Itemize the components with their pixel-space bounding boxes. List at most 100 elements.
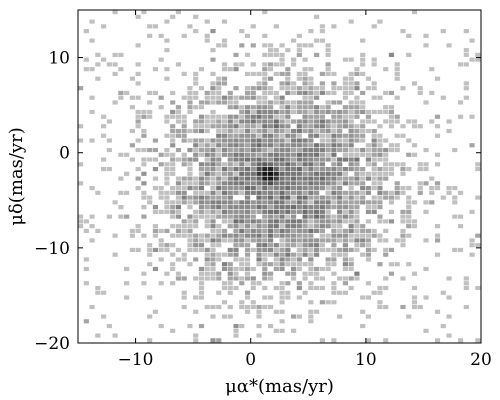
histogram-bin <box>319 133 325 138</box>
histogram-bin <box>244 200 251 205</box>
histogram-bin <box>308 238 314 243</box>
histogram-bin <box>302 152 308 157</box>
histogram-bin <box>193 71 199 76</box>
histogram-bin <box>371 143 377 148</box>
histogram-bin <box>314 14 320 19</box>
histogram-bin <box>198 295 205 300</box>
histogram-bin <box>181 219 187 224</box>
histogram-bin <box>319 228 325 233</box>
histogram-bin <box>291 171 297 176</box>
histogram-bin <box>394 119 400 124</box>
histogram-bin <box>267 86 274 91</box>
histogram-bin <box>198 138 205 143</box>
histogram-bin <box>325 238 331 243</box>
histogram-bin <box>267 100 274 105</box>
histogram-bin <box>181 181 187 186</box>
histogram-bin <box>337 138 343 143</box>
histogram-bin <box>198 176 205 181</box>
histogram-bin <box>216 233 222 238</box>
histogram-bin <box>239 157 245 162</box>
histogram-bin <box>302 105 308 110</box>
histogram-bin <box>296 200 302 205</box>
histogram-bin <box>423 100 429 105</box>
histogram-bin <box>175 176 182 181</box>
histogram-bin <box>457 247 464 253</box>
histogram-bin <box>233 86 239 91</box>
histogram-bin <box>325 200 331 205</box>
histogram-bin <box>141 10 147 15</box>
histogram-bin <box>204 33 210 38</box>
histogram-bin <box>331 205 337 210</box>
histogram-bin <box>331 186 337 191</box>
histogram-bin <box>360 52 366 57</box>
histogram-bin <box>360 295 366 300</box>
histogram-bin <box>193 338 199 343</box>
histogram-bin <box>314 238 320 243</box>
histogram-bin <box>360 195 366 200</box>
histogram-bin <box>279 124 285 129</box>
histogram-bin <box>216 162 222 167</box>
histogram-bin <box>152 247 158 253</box>
histogram-bin <box>233 276 239 281</box>
histogram-bin <box>244 195 251 200</box>
histogram-bin <box>101 157 107 162</box>
histogram-bin <box>383 219 389 224</box>
histogram-bin <box>239 228 245 233</box>
histogram-bin <box>348 238 354 243</box>
histogram-bin <box>227 281 233 286</box>
histogram-bin <box>89 224 95 229</box>
histogram-bin <box>308 300 314 305</box>
histogram-bin <box>285 76 291 81</box>
histogram-bin <box>354 124 360 129</box>
histogram-bin <box>193 81 199 86</box>
histogram-bin <box>457 190 464 195</box>
histogram-bin <box>152 309 158 314</box>
histogram-bin <box>273 328 279 333</box>
histogram-bin <box>314 119 320 124</box>
y-tick-label: 10 <box>48 49 70 69</box>
histogram-bin <box>285 200 291 205</box>
histogram-bin <box>452 247 458 253</box>
histogram-bin <box>227 114 233 119</box>
histogram-bin <box>170 162 176 167</box>
histogram-bin <box>170 328 176 333</box>
histogram-bin <box>325 209 331 214</box>
histogram-bin <box>262 266 268 272</box>
histogram-bin <box>285 228 291 233</box>
histogram-bin <box>308 67 314 72</box>
histogram-bin <box>256 95 262 100</box>
histogram-bin <box>371 186 377 191</box>
histogram-bin <box>400 214 406 219</box>
histogram-bin <box>227 233 233 238</box>
histogram-bin <box>262 128 268 134</box>
histogram-bin <box>365 76 372 81</box>
histogram-bin <box>337 205 343 210</box>
histogram-bin <box>279 238 285 243</box>
histogram-bin <box>250 181 256 186</box>
histogram-bin <box>417 190 423 195</box>
histogram-bin <box>141 114 147 119</box>
histogram-bin <box>319 147 325 153</box>
histogram-bin <box>187 105 193 110</box>
histogram-bin <box>383 105 389 110</box>
histogram-bin <box>267 62 274 67</box>
histogram-bin <box>187 109 193 115</box>
histogram-bin <box>411 81 418 86</box>
histogram-bin <box>331 24 337 29</box>
histogram-bin <box>198 152 205 157</box>
histogram-bin <box>388 166 395 172</box>
histogram-bin <box>216 271 222 276</box>
histogram-bin <box>170 186 176 191</box>
histogram-bin <box>360 38 366 43</box>
histogram-bin <box>267 214 274 219</box>
histogram-bin <box>285 219 291 224</box>
histogram-bin <box>221 143 228 148</box>
histogram-bin <box>244 295 251 300</box>
histogram-bin <box>291 181 297 186</box>
histogram-bin <box>135 147 141 153</box>
histogram-bin <box>112 62 118 67</box>
histogram-bin <box>244 224 251 229</box>
histogram-bin <box>296 238 302 243</box>
histogram-bin <box>256 100 262 105</box>
